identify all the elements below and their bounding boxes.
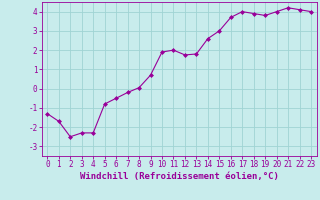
- X-axis label: Windchill (Refroidissement éolien,°C): Windchill (Refroidissement éolien,°C): [80, 172, 279, 181]
